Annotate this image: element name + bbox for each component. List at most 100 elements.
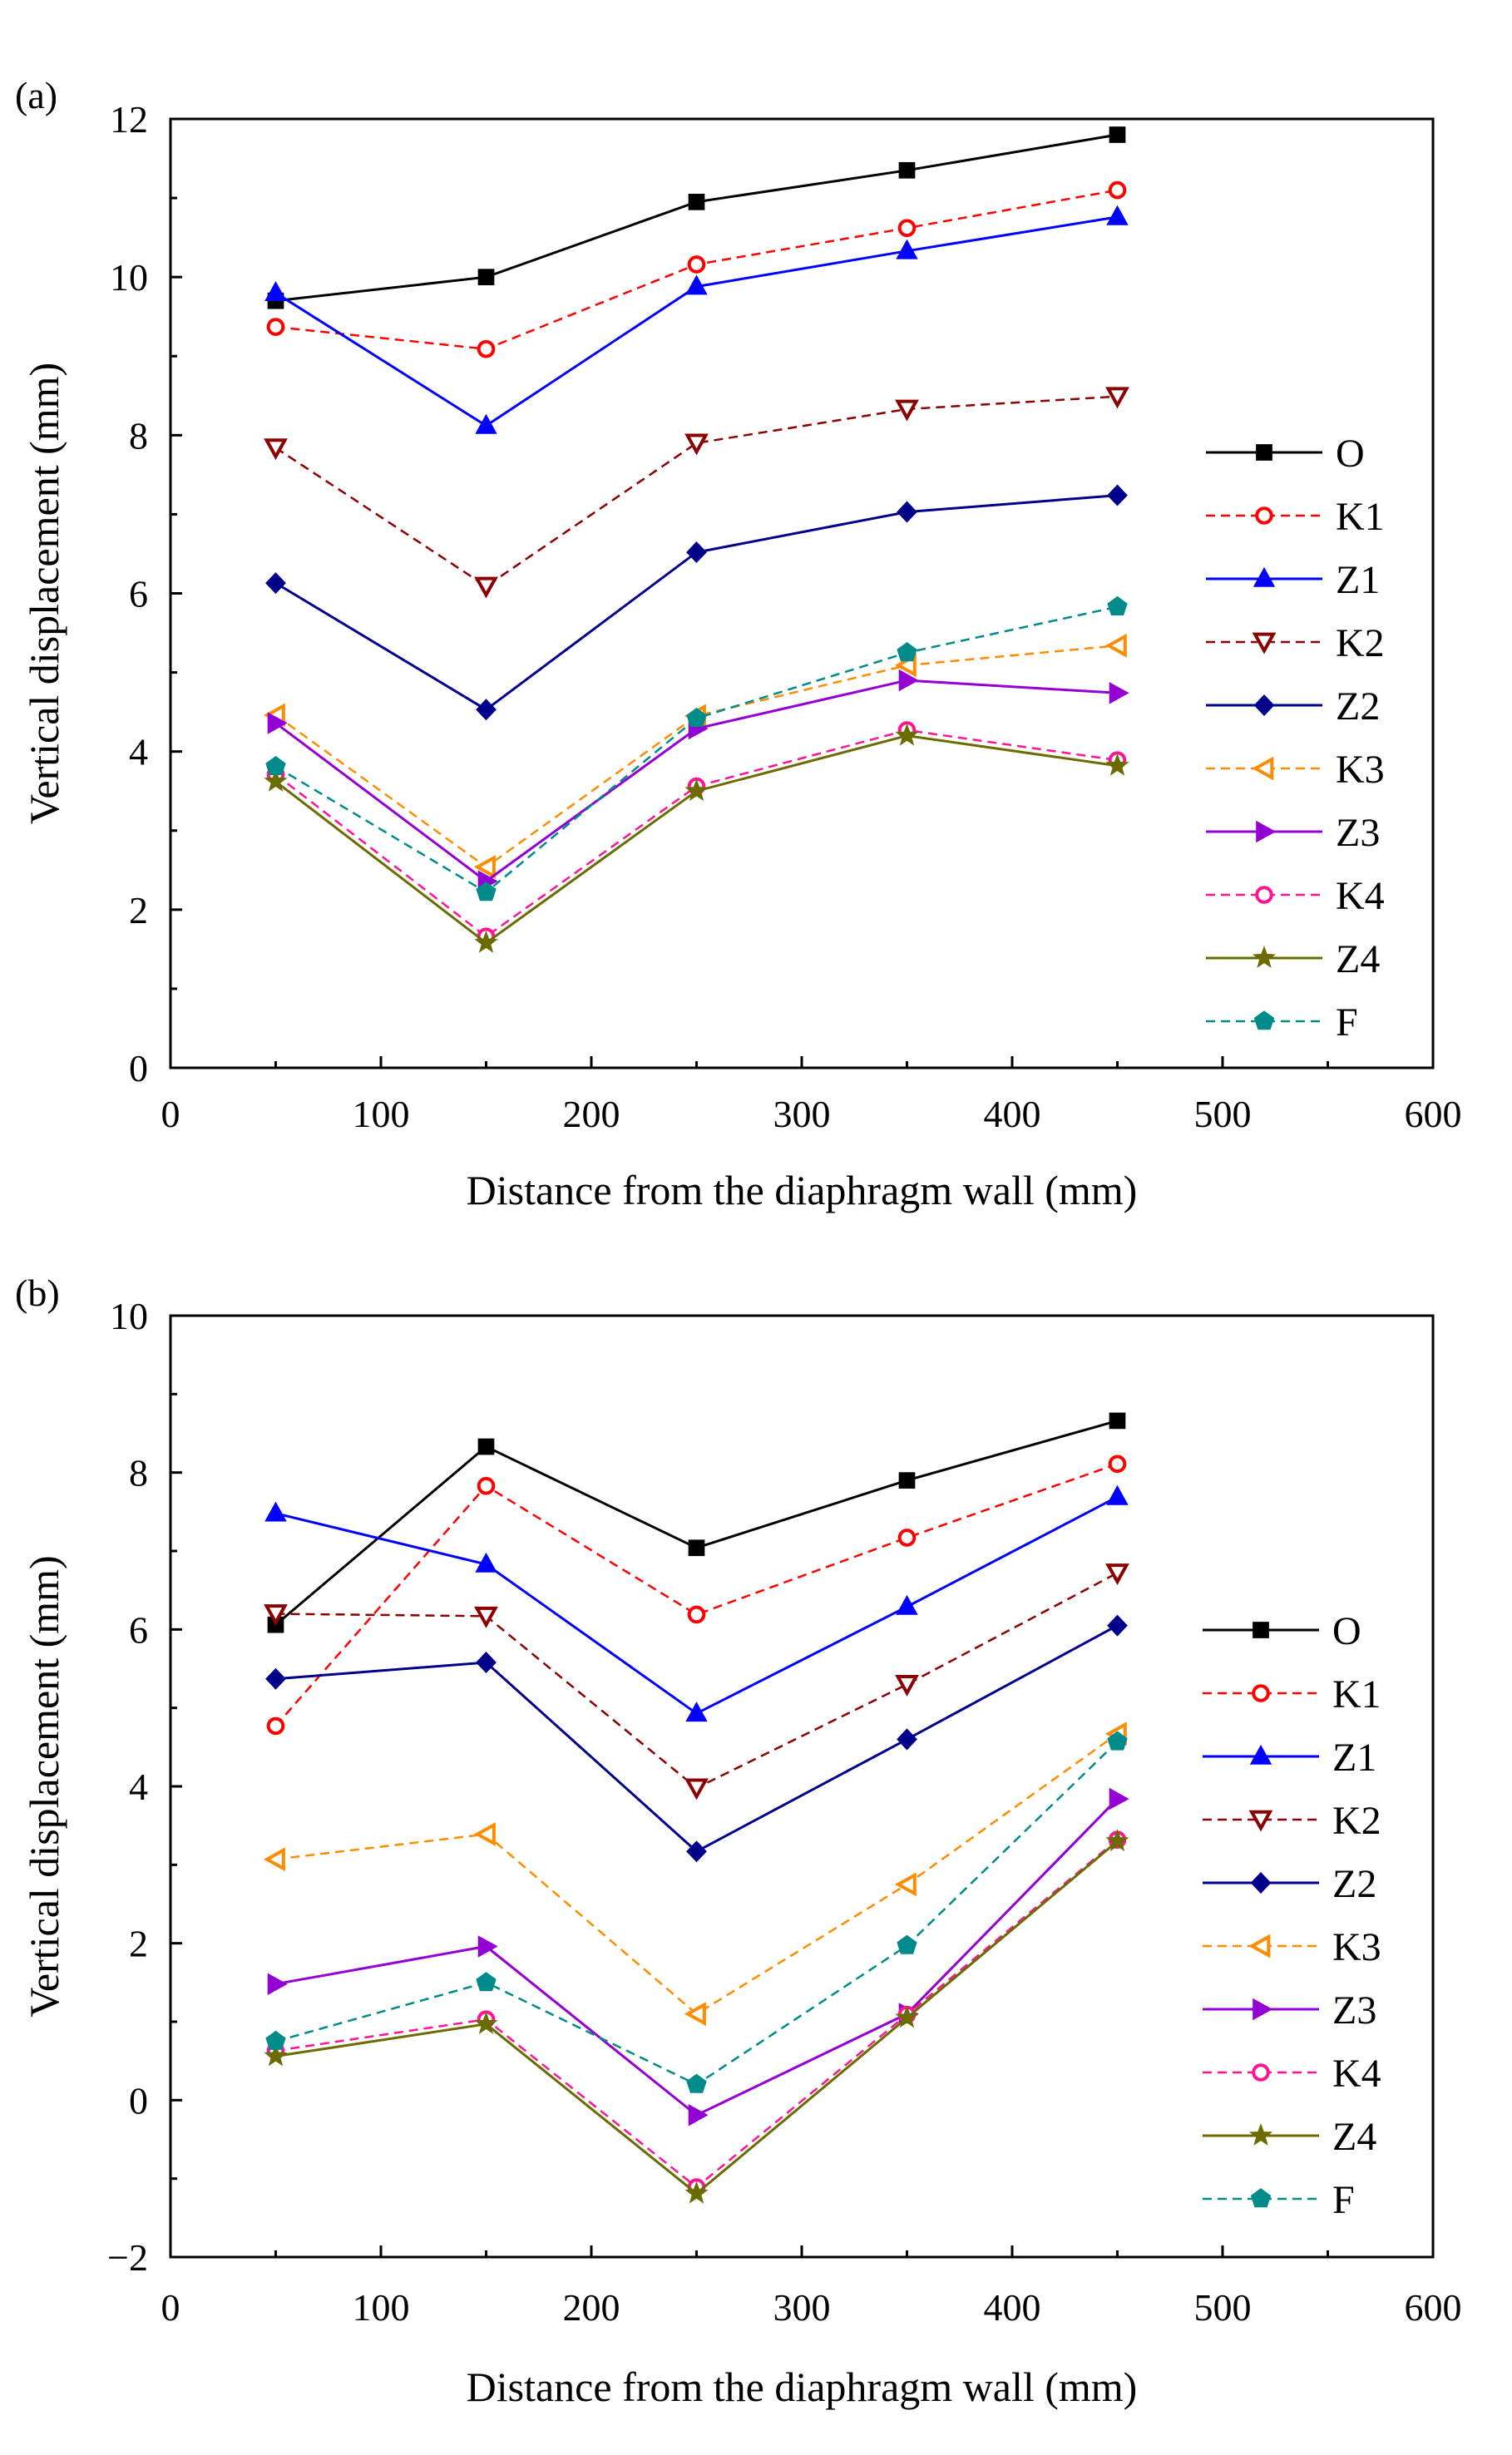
series-line [275, 1624, 1119, 1854]
legend-marker [1249, 1744, 1272, 1765]
data-point [897, 642, 917, 662]
x-axis-label: Distance from the diaphragm wall (mm) [467, 1167, 1138, 1213]
legend-marker [1248, 2123, 1273, 2146]
x-tick-label: 0 [161, 2286, 180, 2329]
data-point [898, 1472, 916, 1489]
series-line [274, 1463, 1118, 1727]
plot-frame [169, 117, 1435, 1069]
data-point [477, 339, 496, 358]
data-point [264, 768, 288, 792]
series-line [274, 605, 1118, 894]
series-line [274, 494, 1118, 712]
legend-label: K4 [1332, 2052, 1381, 2096]
data-point [265, 755, 286, 776]
data-point [687, 255, 706, 274]
legend-item-z4: Z4 [1206, 937, 1380, 981]
data-point [265, 572, 286, 595]
legend-item-z3: Z3 [1203, 1988, 1376, 2033]
legend-marker [1256, 820, 1277, 843]
data-point [896, 1594, 918, 1615]
data-point [474, 930, 498, 953]
legend-item-k4: K4 [1206, 874, 1385, 918]
series-z4 [264, 723, 1129, 953]
y-tick-label: 8 [129, 414, 148, 457]
y-tick-label: 6 [129, 573, 148, 615]
legend-marker [1255, 886, 1273, 904]
legend-marker [1252, 946, 1277, 968]
legend-item-z2: Z2 [1206, 684, 1380, 729]
x-tick-label: 500 [1194, 1093, 1252, 1135]
data-point [476, 1651, 497, 1673]
x-tick-label: 400 [984, 1093, 1041, 1135]
series-f [265, 1731, 1128, 2093]
legend-label: K1 [1336, 495, 1385, 539]
series-k2 [264, 1563, 1129, 1800]
data-point [684, 1778, 709, 1800]
data-point [687, 1605, 706, 1624]
y-tick-label: 0 [129, 2079, 148, 2122]
y-axis-label: Vertical displacement (mm) [21, 1555, 67, 2017]
y-tick-label: 2 [129, 1923, 148, 1965]
legend-label: Z1 [1336, 558, 1380, 602]
data-point [686, 2073, 707, 2093]
series-z3 [267, 1787, 1129, 2127]
series-k4 [266, 721, 1127, 946]
data-point [1105, 1563, 1129, 1586]
y-tick-label: 8 [129, 1452, 148, 1494]
data-point [1108, 180, 1127, 200]
legend-label: K3 [1336, 748, 1385, 792]
legend-marker [1255, 506, 1273, 525]
data-point [897, 219, 917, 238]
data-point [1109, 682, 1129, 704]
data-point [1109, 1412, 1126, 1430]
legend-label: O [1332, 1609, 1361, 1653]
legend-item-o: O [1203, 1609, 1361, 1653]
data-point [1108, 1455, 1127, 1474]
data-point [265, 1667, 286, 1690]
data-point [1107, 595, 1128, 615]
data-point [897, 501, 917, 523]
legend-item-k1: K1 [1203, 1672, 1381, 1717]
data-point [684, 2002, 706, 2026]
data-point [895, 399, 919, 422]
legend-label: K1 [1332, 1672, 1381, 1717]
data-point [895, 2005, 919, 2028]
legend-item-k1: K1 [1206, 495, 1385, 539]
data-point [477, 1935, 498, 1958]
data-point [1109, 126, 1126, 143]
data-point [263, 1847, 285, 1872]
data-point [1107, 1731, 1128, 1751]
legend-marker [1252, 632, 1277, 655]
legend-marker [1256, 444, 1272, 461]
x-tick-label: 600 [1405, 2286, 1462, 2329]
legend-marker [1252, 1684, 1270, 1702]
series-line [274, 729, 1118, 938]
x-tick-label: 600 [1405, 1093, 1462, 1135]
data-point [686, 541, 707, 564]
series-o [267, 126, 1126, 309]
series-line [274, 645, 1118, 869]
legend-marker [1253, 1622, 1269, 1638]
series-z2 [265, 1614, 1128, 1863]
x-tick-label: 300 [773, 1093, 831, 1135]
data-point [1104, 633, 1127, 658]
y-tick-label: −2 [107, 2236, 148, 2279]
data-point [897, 1728, 917, 1751]
series-f [265, 595, 1128, 901]
data-point [1105, 1829, 1129, 1852]
data-point [266, 1717, 285, 1736]
data-point [897, 1934, 917, 1954]
data-point [685, 1702, 708, 1722]
legend-item-f: F [1206, 1000, 1358, 1045]
x-tick-label: 200 [563, 1093, 620, 1135]
y-tick-label: 12 [110, 98, 148, 141]
chart-panel-b: (b) 0 100 200 300 400 500 600 −2 0 2 4 6 8 10 Distance … [15, 1272, 1462, 2410]
data-point [1105, 387, 1129, 409]
legend-item-z3: Z3 [1206, 811, 1380, 855]
series-line [274, 734, 1118, 945]
legend-label: K4 [1336, 874, 1385, 918]
y-tick-label: 0 [129, 1047, 148, 1089]
legend-item-f: F [1203, 2178, 1355, 2222]
legend-label: K3 [1332, 1925, 1381, 1969]
